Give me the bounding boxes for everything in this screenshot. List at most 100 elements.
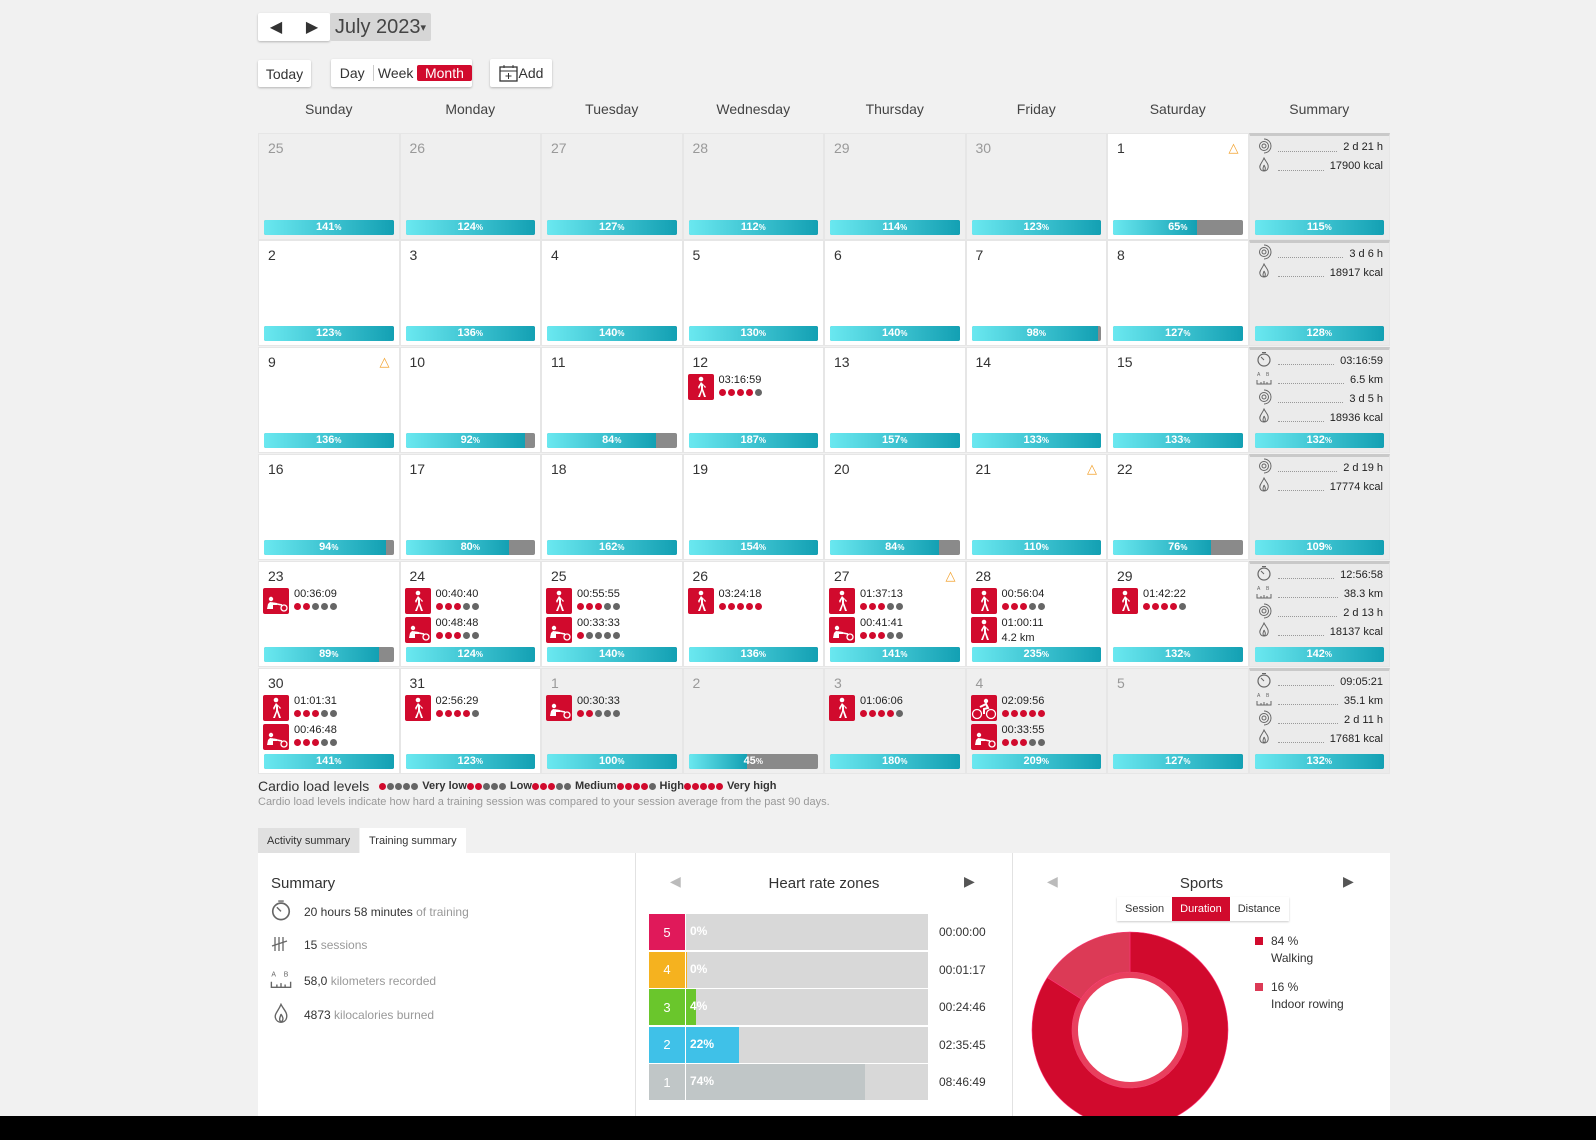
day-cell[interactable]: 27 127% xyxy=(541,133,683,240)
next-month-button[interactable]: ▶ xyxy=(305,19,319,36)
day-cell[interactable]: 31 02:56:29 123% xyxy=(399,667,541,774)
day-cell[interactable]: 30 01:01:31 00:46:48 141% xyxy=(258,667,400,774)
summary-value: 15 xyxy=(304,938,318,952)
day-cell[interactable]: 24 00:40:40 00:48:48 124% xyxy=(399,560,541,668)
day-cell[interactable]: 12 03:16:59 187% xyxy=(682,346,824,454)
week-summary-row: 2 d 11 h xyxy=(1256,710,1383,728)
day-cell[interactable]: 22 76% xyxy=(1107,453,1249,561)
weekday-header: Friday xyxy=(1016,101,1056,117)
month-picker[interactable]: July 2023 ▾ xyxy=(330,13,431,41)
day-cell[interactable]: 14 133% xyxy=(965,346,1107,454)
today-button[interactable]: Today xyxy=(258,60,311,87)
goal-percent: 127% xyxy=(1165,327,1191,340)
day-cell[interactable]: 19 154% xyxy=(682,453,824,561)
goal-fill xyxy=(264,754,394,769)
training-session[interactable]: 00:41:41 xyxy=(829,616,903,643)
load-dot xyxy=(754,602,762,610)
load-dot xyxy=(1179,602,1186,610)
add-button[interactable]: Add xyxy=(490,59,552,87)
day-cell[interactable]: 23 00:36:09 89% xyxy=(258,560,400,668)
day-cell[interactable]: 7 98% xyxy=(965,239,1107,347)
day-cell[interactable]: 20 84% xyxy=(824,453,966,561)
hr-next-button[interactable]: ▶ xyxy=(964,873,975,889)
day-cell[interactable]: 25 00:55:55 00:33:33 140% xyxy=(541,560,683,668)
training-session[interactable]: 00:36:09 xyxy=(263,587,337,614)
day-cell[interactable]: 15 133% xyxy=(1107,346,1249,454)
day-cell[interactable]: 5 127% xyxy=(1107,667,1249,774)
day-cell[interactable]: 11 84% xyxy=(541,346,683,454)
day-cell[interactable]: 9 △ 136% xyxy=(258,346,400,454)
summary-value: 2 d 13 h xyxy=(1343,606,1383,619)
training-session[interactable]: 03:24:18 xyxy=(687,587,762,614)
summary-value: 3 d 5 h xyxy=(1349,392,1383,405)
day-cell[interactable]: 3 01:06:06 180% xyxy=(824,667,966,774)
view-month-button[interactable]: Month xyxy=(416,65,472,81)
training-session[interactable]: 00:33:55 xyxy=(970,723,1045,750)
training-session[interactable]: 00:56:04 xyxy=(970,587,1045,614)
weekday-header: Saturday xyxy=(1149,101,1206,117)
training-session[interactable]: 01:42:22 xyxy=(1112,587,1186,614)
day-cell[interactable]: 3 136% xyxy=(399,239,541,347)
day-cell[interactable]: 6 140% xyxy=(824,239,966,347)
donut-inner-ring xyxy=(1072,972,1188,1088)
view-week-button[interactable]: Week xyxy=(377,65,414,81)
training-session[interactable]: 00:40:40 xyxy=(404,587,479,614)
training-session[interactable]: 01:37:13 xyxy=(829,587,903,614)
walking-icon xyxy=(970,616,997,643)
training-session[interactable]: 00:33:33 xyxy=(546,616,620,643)
training-session[interactable]: 03:16:59 xyxy=(687,373,762,400)
training-session[interactable]: 01:01:31 xyxy=(263,694,337,721)
view-day-button[interactable]: Day xyxy=(331,65,375,81)
training-summary-panel: Summary 20 hours 58 minutes of training 1… xyxy=(258,853,1390,1123)
day-cell[interactable]: 1 △ 65% xyxy=(1107,133,1249,240)
day-cell[interactable]: 26 124% xyxy=(399,133,541,240)
hr-prev-button[interactable]: ◀ xyxy=(670,873,681,889)
day-cell[interactable]: 21 △ 110% xyxy=(965,453,1107,561)
training-session[interactable]: 02:09:56 xyxy=(970,694,1045,721)
day-cell[interactable]: 28 00:56:04 01:00:11 4.2 km 235% xyxy=(965,560,1107,668)
weekday-header: Sunday xyxy=(305,101,353,117)
day-cell[interactable]: 13 157% xyxy=(824,346,966,454)
day-cell[interactable]: 29 01:42:22 132% xyxy=(1107,560,1249,668)
training-session[interactable]: 01:06:06 xyxy=(829,694,903,721)
day-cell[interactable]: 17 80% xyxy=(399,453,541,561)
training-session[interactable]: 00:48:48 xyxy=(404,616,479,643)
tab-training-summary[interactable]: Training summary xyxy=(360,828,466,853)
day-cell[interactable]: 30 123% xyxy=(965,133,1107,240)
day-cell[interactable]: 26 03:24:18 136% xyxy=(682,560,824,668)
day-cell[interactable]: 4 140% xyxy=(541,239,683,347)
day-cell[interactable]: 29 114% xyxy=(824,133,966,240)
tab-activity-summary[interactable]: Activity summary xyxy=(258,828,360,853)
day-cell[interactable]: 2 123% xyxy=(258,239,400,347)
sports-tab-distance[interactable]: Distance xyxy=(1229,897,1289,921)
sports-tab-session[interactable]: Session xyxy=(1117,897,1173,921)
day-cell[interactable]: 10 92% xyxy=(399,346,541,454)
sports-prev-button[interactable]: ◀ xyxy=(1047,873,1058,889)
goal-percent: 141% xyxy=(316,220,342,233)
day-cell[interactable]: 2 45% xyxy=(682,667,824,774)
sports-next-button[interactable]: ▶ xyxy=(1343,873,1354,889)
training-session[interactable]: 01:00:11 4.2 km xyxy=(970,616,1044,645)
goal-fill xyxy=(1113,540,1212,556)
daily-goal-bar: 128% xyxy=(1254,326,1384,342)
day-cell[interactable]: 25 141% xyxy=(258,133,400,240)
daily-goal-bar: 123% xyxy=(405,754,535,769)
training-session[interactable]: 02:56:29 xyxy=(404,694,479,721)
training-session[interactable]: 00:30:33 xyxy=(546,694,620,721)
day-cell[interactable]: 8 127% xyxy=(1107,239,1249,347)
sports-tab-duration[interactable]: Duration xyxy=(1172,897,1230,921)
training-session[interactable]: 00:46:48 xyxy=(263,723,337,750)
day-cell[interactable]: 5 130% xyxy=(682,239,824,347)
day-cell[interactable]: 16 94% xyxy=(258,453,400,561)
prev-month-button[interactable]: ◀ xyxy=(269,19,283,36)
week-summary-cell: 3 d 6 h 18917 kcal 128% xyxy=(1248,239,1390,347)
day-number: 11 xyxy=(551,353,566,370)
day-cell[interactable]: 4 02:09:56 00:33:55 209% xyxy=(965,667,1107,774)
load-dot xyxy=(1019,602,1027,610)
day-cell[interactable]: 1 00:30:33 100% xyxy=(541,667,683,774)
training-session[interactable]: 00:55:55 xyxy=(546,587,620,614)
day-cell[interactable]: 28 112% xyxy=(682,133,824,240)
day-cell[interactable]: 27 △ 01:37:13 00:41:41 141% xyxy=(824,560,966,668)
day-cell[interactable]: 18 162% xyxy=(541,453,683,561)
